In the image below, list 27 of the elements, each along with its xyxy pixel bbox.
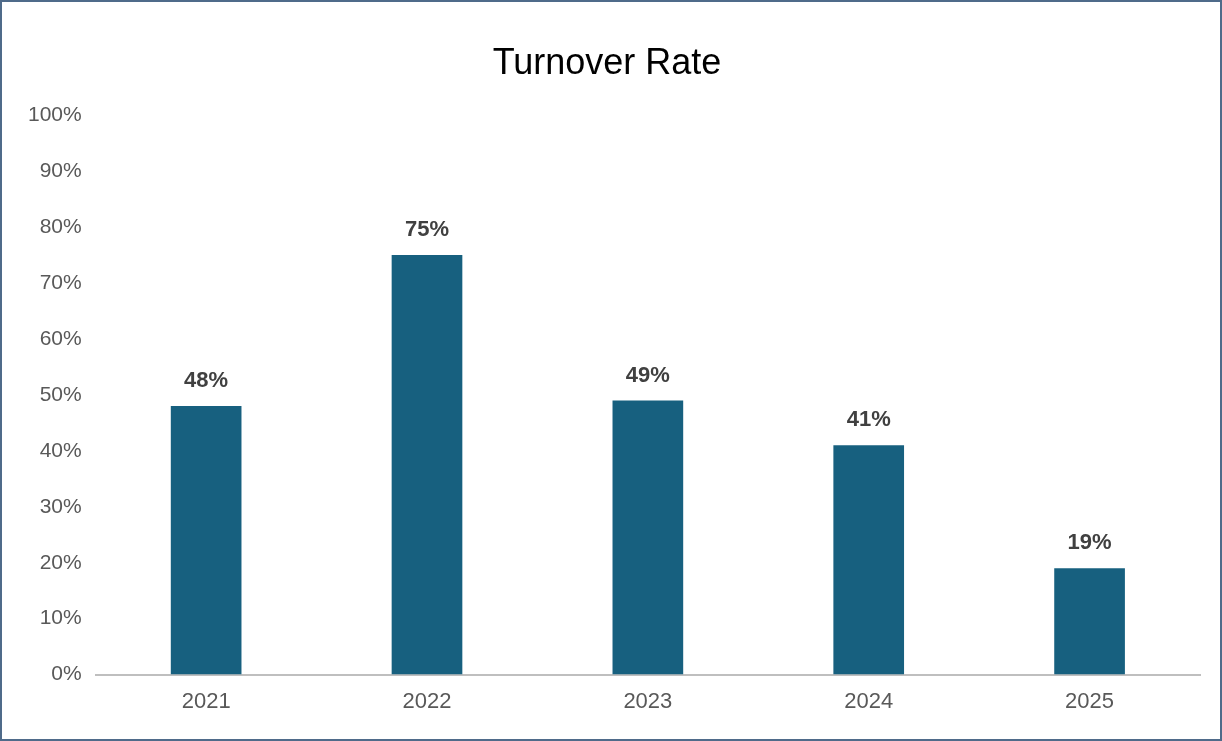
y-tick-label: 30%	[39, 493, 82, 517]
y-tick-label: 70%	[39, 269, 82, 293]
y-tick-label: 60%	[39, 325, 82, 349]
y-tick-label: 40%	[39, 437, 82, 461]
y-tick-label: 80%	[39, 213, 82, 237]
y-tick-label: 90%	[39, 157, 82, 181]
bar	[833, 445, 905, 675]
y-tick-label: 100%	[27, 102, 82, 125]
x-tick-label: 2023	[623, 687, 673, 713]
x-tick-label: 2024	[844, 687, 894, 713]
bar	[170, 406, 242, 675]
y-tick-label: 50%	[39, 381, 82, 405]
bar	[1054, 568, 1125, 675]
data-label: 49%	[625, 361, 670, 387]
y-tick-label: 20%	[39, 549, 82, 573]
x-tick-label: 2025	[1065, 687, 1115, 713]
data-label: 19%	[1067, 529, 1112, 555]
x-tick-label: 2021	[181, 687, 231, 713]
data-label: 75%	[404, 216, 450, 242]
y-tick-label: 10%	[39, 605, 82, 629]
x-tick-label: 2022	[402, 687, 452, 713]
bar	[391, 255, 463, 675]
data-label: 48%	[184, 367, 229, 393]
data-label: 41%	[846, 406, 891, 432]
bar	[612, 400, 684, 675]
chart-title: Turnover Rate	[492, 40, 722, 82]
y-tick-label: 0%	[51, 661, 82, 685]
